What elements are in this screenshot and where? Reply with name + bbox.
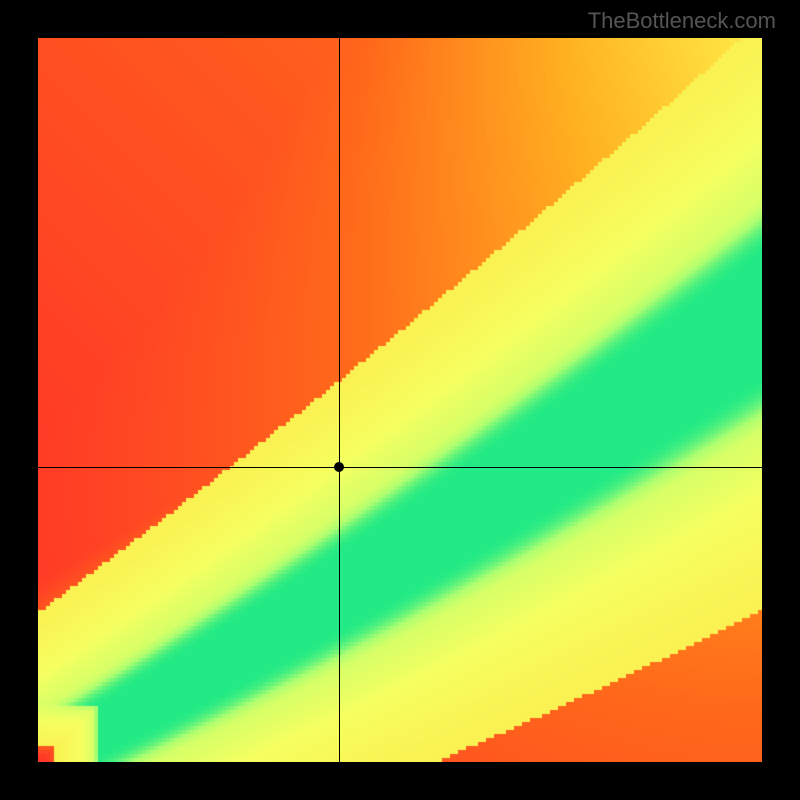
crosshair-vertical [339, 38, 340, 762]
heatmap-plot [38, 38, 762, 762]
heatmap-canvas [38, 38, 762, 762]
crosshair-marker [334, 462, 344, 472]
watermark-text: TheBottleneck.com [588, 8, 776, 34]
crosshair-horizontal [38, 467, 762, 468]
